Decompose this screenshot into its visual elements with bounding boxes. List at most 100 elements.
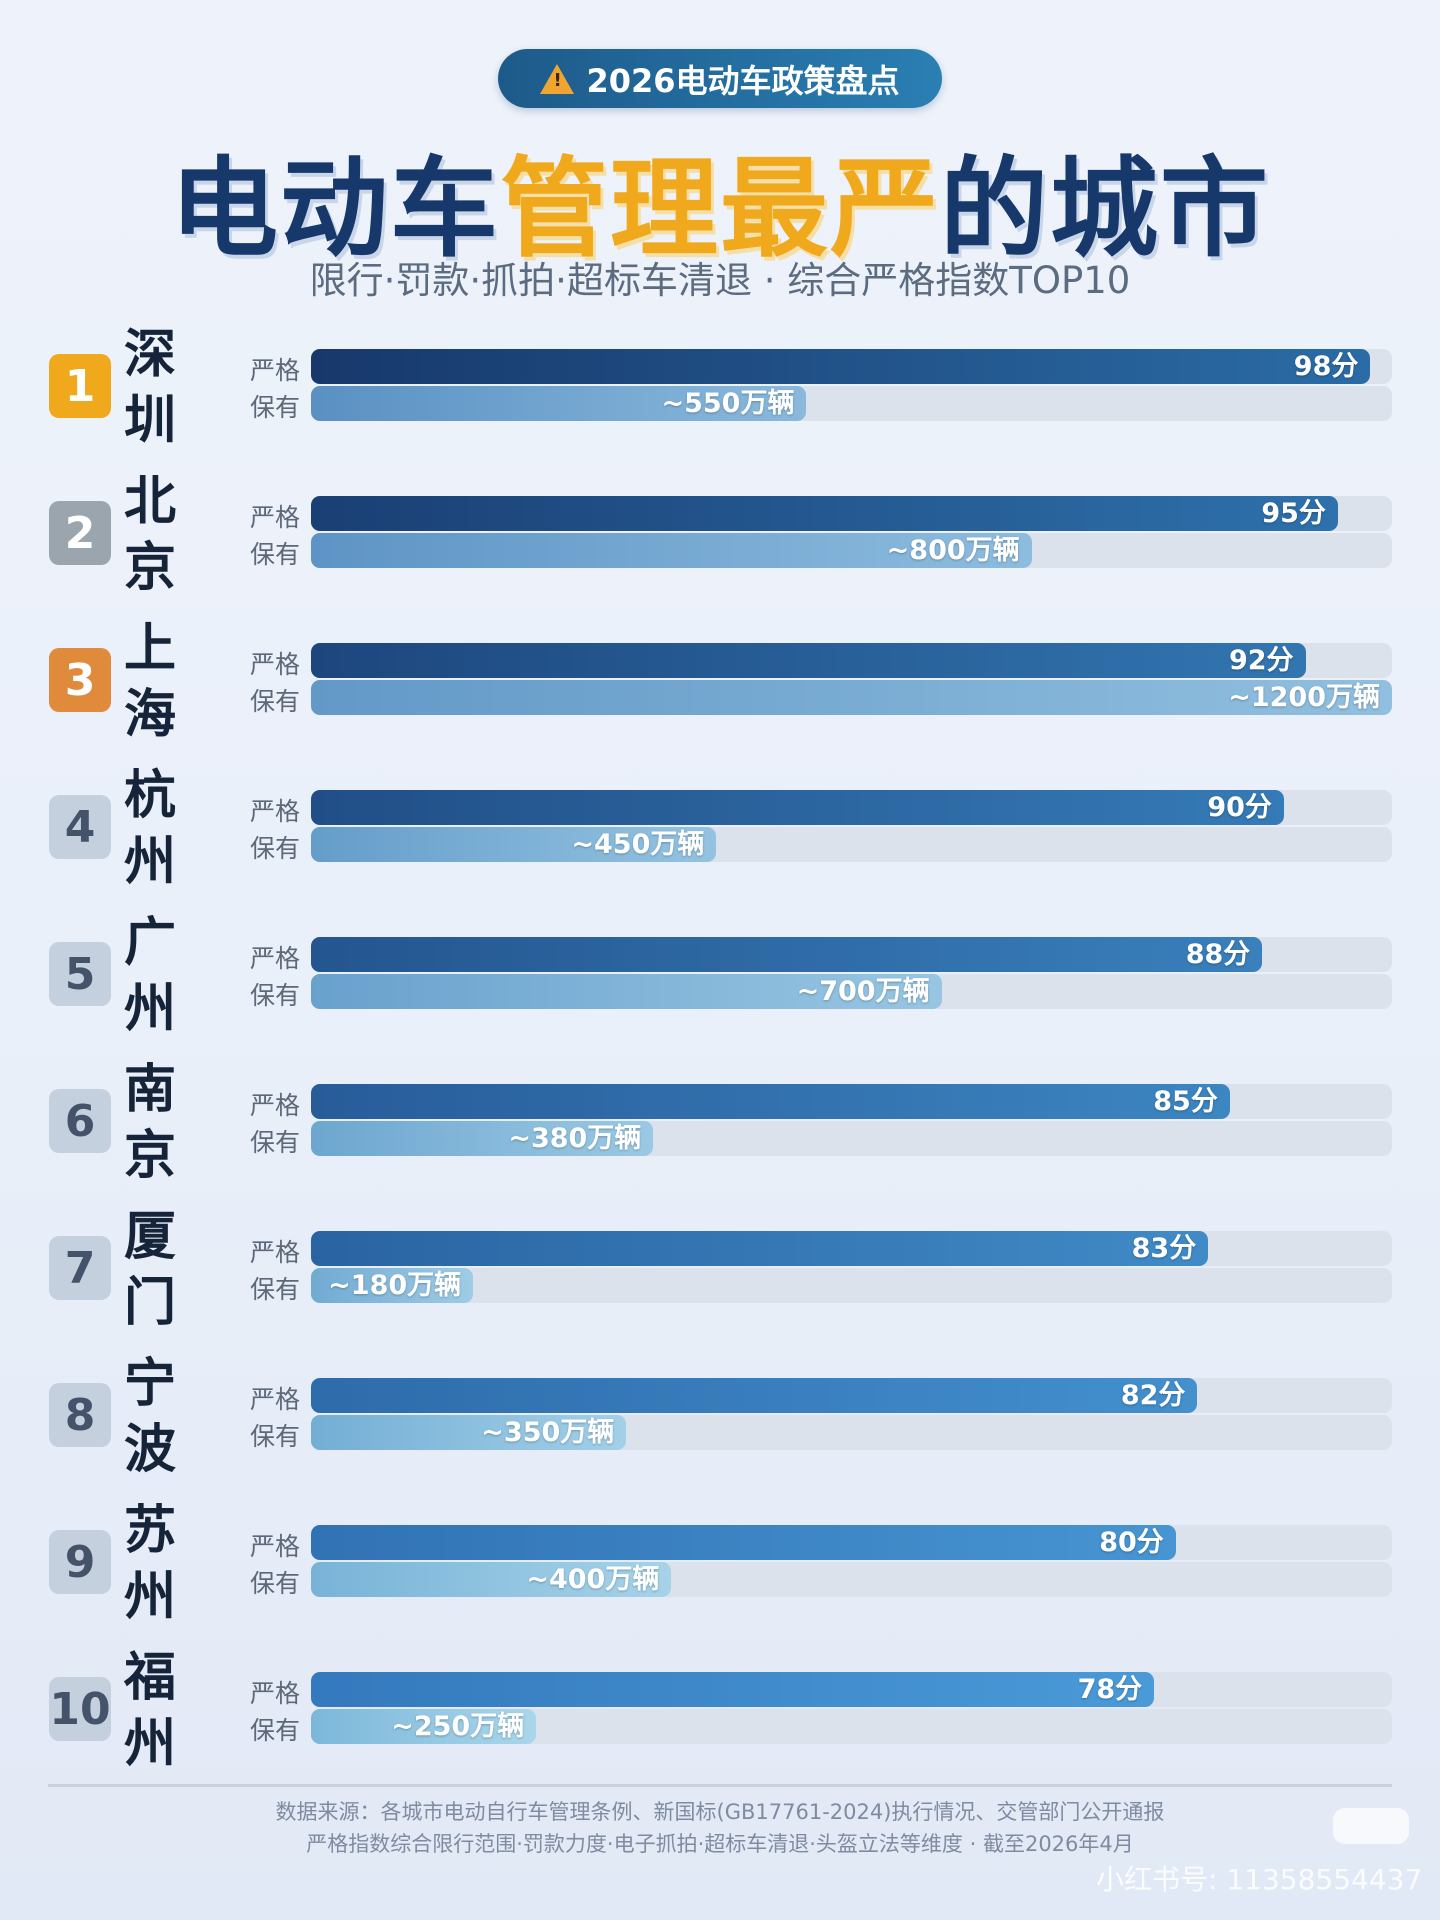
score-axis-label: 严格 bbox=[250, 1385, 301, 1414]
subtitle: 限行·罚款·抓拍·超标车清退 · 综合严格指数TOP10 bbox=[309, 259, 1131, 302]
vehicles-bar-track: ~250万辆 bbox=[311, 1709, 1392, 1744]
footer-method: 严格指数综合限行范围·罚款力度·电子抓拍·超标车清退·头盔立法等维度 · 截至2… bbox=[306, 1832, 1134, 1856]
vehicles-axis-label: 保有 bbox=[250, 1716, 301, 1745]
score-bar-track: 88分 bbox=[311, 937, 1392, 972]
vehicles-bar: ~550万辆 bbox=[311, 386, 807, 421]
score-axis-label: 严格 bbox=[250, 797, 301, 826]
vehicles-value-label: ~400万辆 bbox=[526, 1564, 660, 1595]
score-axis-label: 严格 bbox=[250, 650, 301, 679]
city-label: 深圳 bbox=[123, 325, 176, 451]
score-axis-label: 严格 bbox=[250, 1238, 301, 1267]
page-title: 电动车管理最严的城市 bbox=[0, 122, 1440, 278]
vehicles-bar-track: ~700万辆 bbox=[311, 974, 1392, 1009]
vehicles-bar-track: ~1200万辆 bbox=[311, 680, 1392, 715]
title-highlight: 管理最严 bbox=[499, 147, 940, 272]
score-bar-track: 80分 bbox=[311, 1525, 1392, 1560]
watermark-id: 小红书号: 11358554437 bbox=[1096, 1863, 1423, 1896]
score-bar-track: 92分 bbox=[311, 643, 1392, 678]
vehicles-bar-track: ~450万辆 bbox=[311, 827, 1392, 862]
vehicles-bar: ~180万辆 bbox=[311, 1268, 474, 1303]
watermark-logo bbox=[1333, 1808, 1409, 1844]
title-part1: 电动车 bbox=[169, 147, 500, 272]
vehicles-axis-label: 保有 bbox=[250, 1422, 301, 1451]
vehicles-bar: ~800万辆 bbox=[311, 533, 1032, 568]
warning-triangle-icon: ! bbox=[540, 63, 575, 94]
rank-badge: 3 bbox=[49, 648, 111, 712]
rank-badge: 6 bbox=[49, 1089, 111, 1153]
rank-badge: 9 bbox=[49, 1530, 111, 1594]
vehicles-value-label: ~180万辆 bbox=[328, 1270, 462, 1301]
score-axis-label: 严格 bbox=[250, 503, 301, 532]
city-label: 宁波 bbox=[123, 1354, 176, 1480]
chart-row: 1 深圳 严格 保有 98分 ~550万辆 bbox=[0, 320, 1440, 467]
score-value-label: 98分 bbox=[1293, 351, 1359, 382]
score-bar: 90分 bbox=[311, 790, 1284, 825]
rank-badge: 1 bbox=[49, 354, 111, 418]
score-bar-track: 85分 bbox=[311, 1084, 1392, 1119]
score-value-label: 85分 bbox=[1153, 1086, 1218, 1117]
vehicles-bar: ~700万辆 bbox=[311, 974, 942, 1009]
score-axis-label: 严格 bbox=[250, 356, 301, 385]
city-label: 厦门 bbox=[123, 1207, 176, 1333]
rank-badge: 4 bbox=[49, 795, 111, 859]
vehicles-axis-label: 保有 bbox=[250, 1275, 301, 1304]
vehicles-bar-track: ~550万辆 bbox=[311, 386, 1392, 421]
chart-row: 5 广州 严格 保有 88分 ~700万辆 bbox=[0, 908, 1440, 1055]
vehicles-bar: ~380万辆 bbox=[311, 1121, 654, 1156]
score-axis-label: 严格 bbox=[250, 1091, 301, 1120]
vehicles-bar-track: ~180万辆 bbox=[311, 1268, 1392, 1303]
score-value-label: 82分 bbox=[1120, 1380, 1186, 1411]
chart-row: 3 上海 严格 保有 92分 ~1200万辆 bbox=[0, 614, 1440, 761]
score-value-label: 88分 bbox=[1185, 939, 1251, 970]
chart-row: 6 南京 严格 保有 85分 ~380万辆 bbox=[0, 1055, 1440, 1202]
vehicles-value-label: ~700万辆 bbox=[796, 976, 930, 1007]
vehicles-bar: ~1200万辆 bbox=[311, 680, 1392, 715]
vehicles-axis-label: 保有 bbox=[250, 981, 301, 1010]
chart-row: 7 厦门 严格 保有 83分 ~180万辆 bbox=[0, 1202, 1440, 1349]
score-axis-label: 严格 bbox=[250, 944, 301, 973]
vehicles-value-label: ~250万辆 bbox=[391, 1711, 525, 1742]
vehicles-bar-track: ~350万辆 bbox=[311, 1415, 1392, 1450]
chart-row: 10 福州 严格 保有 78分 ~250万辆 bbox=[0, 1643, 1440, 1790]
vehicles-axis-label: 保有 bbox=[250, 1569, 301, 1598]
rank-badge: 5 bbox=[49, 942, 111, 1006]
header-badge-text: 2026电动车政策盘点 bbox=[586, 61, 900, 100]
chart-row: 2 北京 严格 保有 95分 ~800万辆 bbox=[0, 467, 1440, 614]
vehicles-bar: ~350万辆 bbox=[311, 1415, 627, 1450]
rank-badge: 2 bbox=[49, 501, 111, 565]
score-bar: 88分 bbox=[311, 937, 1263, 972]
score-bar-track: 98分 bbox=[311, 349, 1392, 384]
footer-source: 数据来源：各城市电动自行车管理条例、新国标(GB17761-2024)执行情况、… bbox=[275, 1800, 1165, 1824]
vehicles-bar-track: ~800万辆 bbox=[311, 533, 1392, 568]
vehicles-axis-label: 保有 bbox=[250, 834, 301, 863]
score-value-label: 80分 bbox=[1099, 1527, 1164, 1558]
score-bar: 98分 bbox=[311, 349, 1371, 384]
vehicles-axis-label: 保有 bbox=[250, 1128, 301, 1157]
score-bar-track: 78分 bbox=[311, 1672, 1392, 1707]
vehicles-axis-label: 保有 bbox=[250, 687, 301, 716]
city-label: 广州 bbox=[123, 913, 176, 1039]
city-label: 上海 bbox=[123, 619, 176, 745]
score-bar-track: 90分 bbox=[311, 790, 1392, 825]
score-bar: 95分 bbox=[311, 496, 1338, 531]
city-label: 北京 bbox=[123, 472, 176, 598]
city-label: 福州 bbox=[123, 1648, 176, 1774]
rank-badge: 8 bbox=[49, 1383, 111, 1447]
score-value-label: 95分 bbox=[1261, 498, 1326, 529]
city-label: 苏州 bbox=[123, 1501, 176, 1627]
vehicles-value-label: ~350万辆 bbox=[481, 1417, 615, 1448]
score-bar: 78分 bbox=[311, 1672, 1155, 1707]
vehicles-value-label: ~800万辆 bbox=[886, 535, 1020, 566]
rank-badge: 7 bbox=[49, 1236, 111, 1300]
vehicles-value-label: ~550万辆 bbox=[661, 388, 795, 419]
title-part2: 的城市 bbox=[940, 147, 1271, 272]
vehicles-value-label: ~450万辆 bbox=[571, 829, 705, 860]
vehicles-bar: ~250万辆 bbox=[311, 1709, 537, 1744]
city-label: 杭州 bbox=[123, 766, 176, 892]
score-axis-label: 严格 bbox=[250, 1532, 301, 1561]
score-bar: 85分 bbox=[311, 1084, 1230, 1119]
vehicles-bar-track: ~400万辆 bbox=[311, 1562, 1392, 1597]
score-bar: 82分 bbox=[311, 1378, 1198, 1413]
score-bar-track: 82分 bbox=[311, 1378, 1392, 1413]
vehicles-bar-track: ~380万辆 bbox=[311, 1121, 1392, 1156]
